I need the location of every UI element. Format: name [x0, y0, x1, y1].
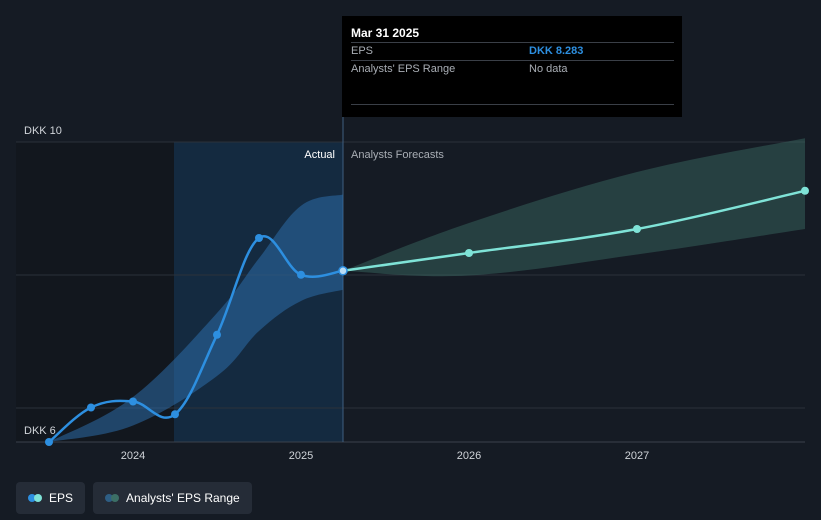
eps-actual-line — [48, 235, 344, 443]
eps-point[interactable] — [171, 410, 179, 419]
tooltip-range-value: No data — [529, 63, 568, 75]
tooltip: Mar 31 2025 EPS DKK 8.283 Analysts' EPS … — [342, 16, 682, 117]
eps-forecast-line — [342, 189, 806, 273]
eps-forecast-point[interactable] — [633, 225, 641, 233]
tooltip-eps-label: EPS — [351, 45, 374, 57]
legend-eps-range-label: Analysts' EPS Range — [126, 491, 240, 505]
data-points — [45, 186, 809, 446]
legend-item-eps[interactable]: EPS — [16, 482, 86, 514]
actual-section-label: Actual — [304, 149, 335, 161]
tooltip-divider — [351, 104, 674, 105]
actual-eps-range-band — [49, 194, 343, 442]
eps-point[interactable] — [87, 403, 95, 412]
eps-point[interactable] — [129, 397, 137, 406]
eps-point[interactable] — [213, 330, 221, 339]
eps-point[interactable] — [255, 234, 263, 242]
x-tick-2027: 2027 — [625, 450, 649, 462]
x-tick-2025: 2025 — [289, 450, 313, 462]
legend: EPS Analysts' EPS Range — [16, 482, 252, 514]
legend-eps-label: EPS — [49, 491, 74, 505]
tooltip-range-label: Analysts' EPS Range — [351, 63, 456, 75]
eps-point[interactable] — [297, 270, 305, 279]
y-label-bottom: DKK 6 — [24, 425, 56, 437]
x-tick-2026: 2026 — [457, 450, 481, 462]
eps-forecast-point[interactable] — [801, 186, 809, 195]
tooltip-row-range: Analysts' EPS Range No data — [351, 60, 674, 78]
eps-point[interactable] — [45, 438, 53, 446]
tooltip-date: Mar 31 2025 — [351, 26, 420, 40]
tooltip-eps-value: DKK 8.283 — [529, 45, 584, 57]
eps-point-latest[interactable] — [338, 266, 348, 276]
analysts-eps-range-band — [343, 138, 805, 277]
eps-forecast-point[interactable] — [465, 249, 473, 257]
tooltip-row-eps: EPS DKK 8.283 — [351, 42, 674, 60]
legend-item-eps-range[interactable]: Analysts' EPS Range — [93, 482, 252, 514]
eps-legend-icon — [28, 494, 42, 502]
forecast-section-label: Analysts Forecasts — [351, 149, 444, 161]
eps-range-legend-icon — [105, 494, 120, 502]
x-tick-2024: 2024 — [121, 450, 145, 462]
y-label-top: DKK 10 — [24, 125, 62, 137]
